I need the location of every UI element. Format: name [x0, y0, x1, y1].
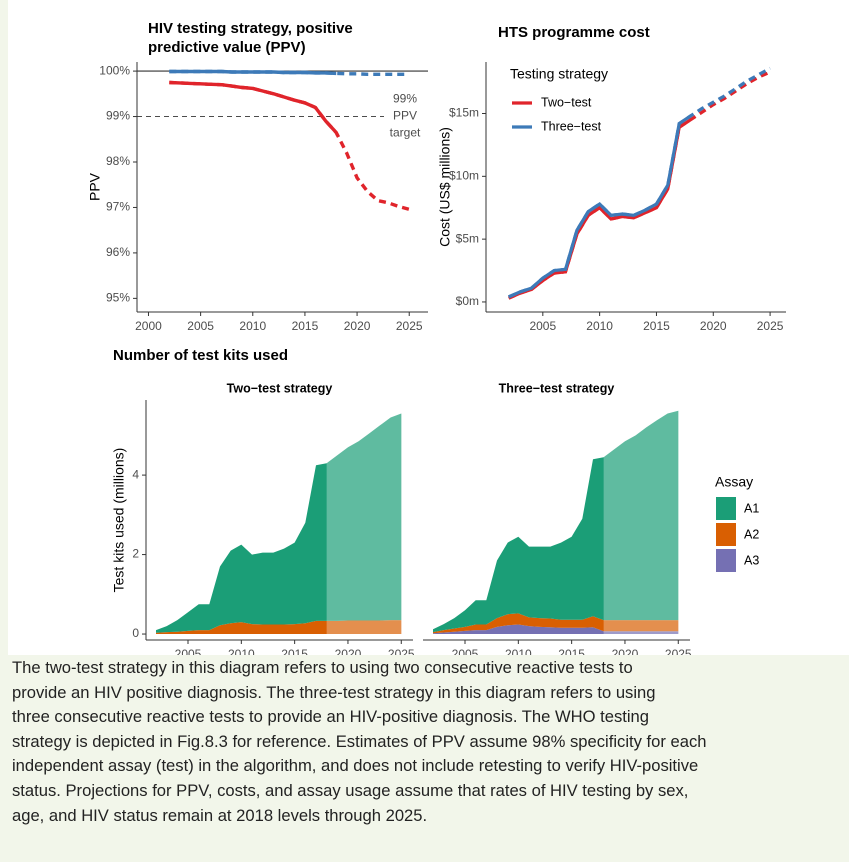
projection-shade: [326, 400, 402, 635]
x-tick-label: 2015: [558, 647, 585, 655]
caption-line: independent assay (test) in the algorith…: [12, 756, 699, 776]
x-tick-label: 2020: [344, 319, 371, 333]
legend-title: Assay: [715, 474, 753, 490]
projection-shade: [603, 400, 679, 635]
x-tick-label: 2005: [175, 647, 202, 655]
x-tick-label: 2025: [665, 647, 692, 655]
charts: Number of test kits used 99% PPV target 200…: [87, 24, 786, 655]
observed-line: [508, 117, 691, 300]
legend-swatch: [716, 497, 736, 520]
legend-label: A1: [744, 501, 759, 515]
legend-label: A3: [744, 553, 759, 567]
caption-line: age, and HIV status remain at 2018 level…: [12, 805, 428, 825]
caption-line: strategy is depicted in Fig.8.3 for refe…: [12, 731, 707, 751]
legend-swatch: [716, 523, 736, 546]
x-tick-label: 2015: [281, 647, 308, 655]
observed-line: [169, 80, 337, 137]
observed-line: [169, 69, 337, 76]
y-tick-label: 2: [132, 547, 139, 561]
x-tick-label: 2010: [505, 647, 532, 655]
caption-line: status. Projections for PPV, costs, and …: [12, 780, 689, 800]
y-axis-title: Cost (US$ millions): [437, 127, 453, 247]
y-tick-label: 98%: [106, 154, 130, 168]
series-line: [169, 80, 410, 211]
x-tick-label: 2015: [643, 319, 670, 333]
panel-title: Three−test strategy: [499, 381, 615, 395]
figure: Number of test kits used 99% PPV target 200…: [8, 0, 849, 655]
x-tick-label: 2005: [187, 319, 214, 333]
legend-label: Three−test: [541, 119, 602, 133]
x-tick-label: 2020: [700, 319, 727, 333]
caption-line: three consecutive reactive tests to prov…: [12, 707, 650, 727]
x-tick-label: 2010: [228, 647, 255, 655]
y-tick-label: 4: [132, 467, 139, 481]
y-tick-label: 99%: [106, 109, 130, 123]
caption-line: The two-test strategy in this diagram re…: [12, 658, 633, 677]
y-axis-title: Test kits used (millions): [111, 448, 127, 593]
reference-label: 99%: [393, 92, 417, 106]
x-tick-label: 2010: [239, 319, 266, 333]
y-axis-title: PPV: [87, 172, 103, 201]
x-tick-label: 2025: [757, 319, 784, 333]
y-tick-label: 100%: [99, 63, 130, 77]
y-tick-label: 95%: [106, 291, 130, 305]
caption-line: provide an HIV positive diagnosis. The t…: [12, 682, 656, 702]
chart-title: HIV testing strategy, positive predictiv…: [148, 20, 353, 56]
reference-label: target: [390, 126, 421, 140]
x-tick-label: 2015: [292, 319, 319, 333]
y-tick-label: $0m: [456, 294, 479, 308]
y-tick-label: 0: [132, 626, 139, 640]
y-tick-label: 96%: [106, 245, 130, 259]
x-tick-label: 2005: [529, 319, 556, 333]
area: [433, 624, 679, 634]
panel-title: Two−test strategy: [227, 381, 333, 395]
x-tick-label: 2010: [586, 319, 613, 333]
y-tick-label: $5m: [456, 231, 479, 245]
chart-title: HTS programme cost: [498, 24, 650, 41]
x-tick-label: 2005: [452, 647, 479, 655]
section-title: Number of test kits used: [113, 347, 288, 364]
x-tick-label: 2020: [335, 647, 362, 655]
x-tick-label: 2025: [388, 647, 415, 655]
y-tick-label: $10m: [449, 168, 479, 182]
x-tick-label: 2020: [612, 647, 639, 655]
x-tick-label: 2025: [396, 319, 423, 333]
legend-swatch: [716, 549, 736, 572]
legend-label: A2: [744, 527, 759, 541]
y-tick-label: $15m: [449, 106, 479, 120]
x-tick-label: 2000: [135, 319, 162, 333]
observed-line: [508, 114, 691, 299]
area: [156, 620, 402, 634]
area: [156, 413, 402, 633]
reference-label: PPV: [393, 109, 417, 123]
area: [433, 613, 679, 634]
legend-label: Two−test: [541, 95, 592, 109]
legend-title: Testing strategy: [510, 66, 608, 82]
y-tick-label: 97%: [106, 200, 130, 214]
caption: The two-test strategy in this diagram re…: [12, 656, 847, 828]
area: [433, 410, 679, 633]
